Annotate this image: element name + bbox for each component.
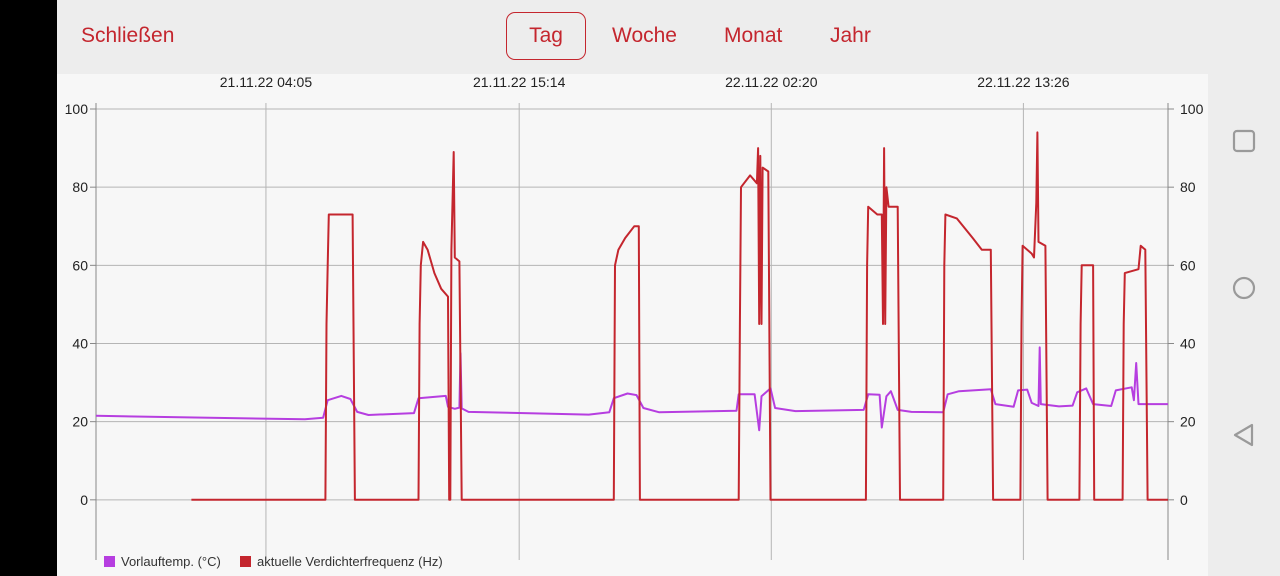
circle-icon[interactable]: [1232, 276, 1256, 300]
y-tick-label-left: 40: [72, 335, 88, 351]
legend-item-freq: aktuelle Verdichterfrequenz (Hz): [240, 554, 443, 569]
legend-label-temp: Vorlauftemp. (°C): [121, 554, 221, 569]
legend-label-freq: aktuelle Verdichterfrequenz (Hz): [257, 554, 443, 569]
tab-day[interactable]: Tag: [506, 12, 586, 60]
series-line-vorlauftemp: [96, 346, 1168, 432]
back-triangle-icon[interactable]: [1232, 423, 1256, 447]
y-tick-label-right: 100: [1180, 101, 1204, 117]
tab-year[interactable]: Jahr: [830, 24, 871, 47]
y-tick-label-right: 0: [1180, 492, 1188, 508]
y-tick-label-left: 100: [65, 101, 89, 117]
x-tick-label: 22.11.22 02:20: [725, 74, 818, 90]
y-tick-label-left: 80: [72, 179, 88, 195]
tab-week[interactable]: Woche: [612, 24, 677, 47]
left-edge-bar: [0, 0, 57, 576]
legend-item-temp: Vorlauftemp. (°C): [104, 554, 221, 569]
header-bar: Schließen Tag Woche Monat Jahr: [57, 0, 1208, 74]
x-tick-label: 22.11.22 13:26: [977, 74, 1070, 90]
legend-swatch-freq: [240, 556, 251, 567]
close-button[interactable]: Schließen: [81, 24, 175, 47]
tab-month[interactable]: Monat: [724, 24, 783, 47]
y-tick-label-left: 20: [72, 414, 88, 430]
legend-swatch-temp: [104, 556, 115, 567]
android-nav-bar: [1208, 0, 1280, 576]
x-tick-label: 21.11.22 15:14: [473, 74, 566, 90]
square-icon[interactable]: [1232, 129, 1256, 153]
y-tick-label-right: 80: [1180, 179, 1196, 195]
y-tick-label-right: 40: [1180, 335, 1196, 351]
y-tick-label-right: 60: [1180, 257, 1196, 273]
y-tick-label-left: 60: [72, 257, 88, 273]
y-tick-label-left: 0: [80, 492, 88, 508]
series-line-verdichterfrequenz: [191, 131, 1168, 501]
chart-area: 0 0 20 20 40 40 60 60 80 80 100 100 21.11.22 04:05 21…: [57, 74, 1208, 576]
y-tick-label-right: 20: [1180, 414, 1196, 430]
x-tick-label: 21.11.22 04:05: [220, 74, 313, 90]
chart: 0 0 20 20 40 40 60 60 80 80 100 100 21.11.22 04:05 21…: [65, 74, 1204, 560]
